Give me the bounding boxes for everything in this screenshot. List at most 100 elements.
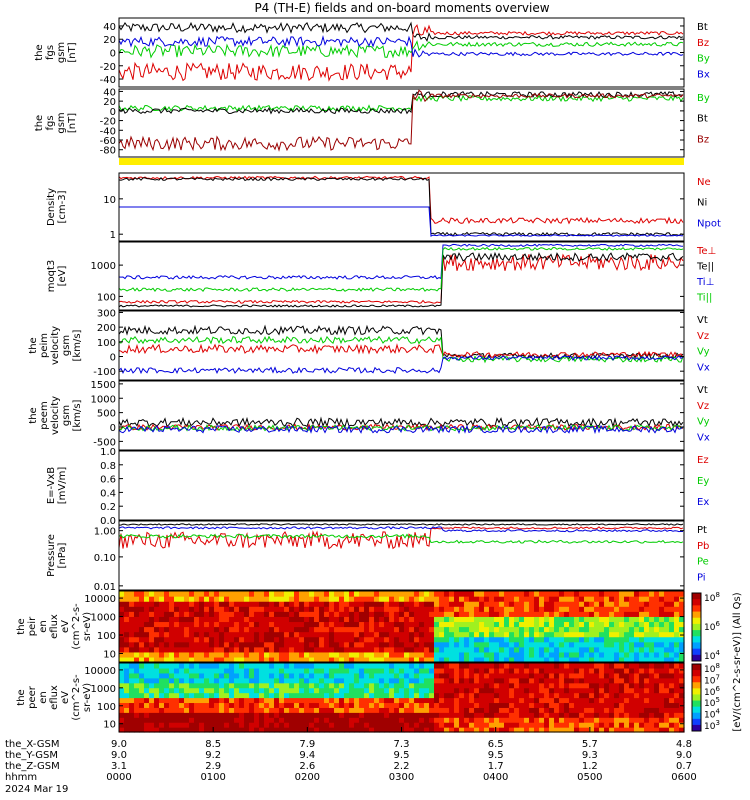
- spectrogram-cell: [244, 636, 250, 643]
- spectrogram-cell: [274, 646, 280, 653]
- spectrogram-cell: [129, 591, 135, 597]
- spectrogram-cell: [504, 646, 510, 653]
- spectrogram-cell: [259, 656, 265, 663]
- spectrogram-cell: [474, 626, 480, 633]
- spectrogram-cell: [429, 702, 435, 708]
- spectrogram-cell: [484, 727, 490, 733]
- spectrogram-cell: [424, 606, 430, 612]
- spectrogram-cell: [629, 616, 635, 623]
- spectrogram-cell: [269, 712, 275, 718]
- colorbar-tick-exponent: 5: [715, 696, 719, 704]
- spectrogram-cell: [619, 621, 625, 628]
- spectrogram-cell: [304, 636, 310, 643]
- spectrogram-cell: [634, 641, 640, 648]
- spectrogram-cell: [269, 636, 275, 643]
- spectrogram-cell: [674, 651, 680, 658]
- spectrogram-cell: [194, 626, 200, 633]
- spectrogram-cell: [454, 651, 460, 658]
- spectrogram-cell: [159, 621, 165, 628]
- spectrogram-cell: [624, 672, 630, 679]
- spectrogram-cell: [619, 596, 625, 602]
- spectrogram-cell: [469, 626, 475, 633]
- spectrogram-cell: [639, 636, 645, 643]
- spectrogram-cell: [429, 606, 435, 612]
- spectrogram-cell: [394, 667, 400, 674]
- series-line-Vx: [118, 424, 684, 435]
- spectrogram-cell: [124, 596, 130, 602]
- spectrogram-cell: [459, 641, 465, 648]
- spectrogram-cell: [239, 641, 245, 648]
- spectrogram-cell: [234, 631, 240, 638]
- spectrogram-cell: [579, 591, 585, 597]
- spectrogram-cell: [279, 636, 285, 643]
- spectrogram-cell: [229, 672, 235, 679]
- spectrogram-cell: [519, 606, 525, 612]
- spectrogram-cell: [149, 667, 155, 674]
- spectrogram-cell: [489, 591, 495, 597]
- spectrogram-cell: [634, 682, 640, 689]
- spectrogram-cell: [159, 601, 165, 607]
- spectrogram-cell: [259, 717, 265, 723]
- legend-Ni: Ni: [697, 198, 707, 209]
- spectrogram-cell: [214, 601, 220, 607]
- spectrogram-cell: [399, 707, 405, 713]
- spectrogram-cell: [609, 687, 615, 694]
- spectrogram-cell: [594, 596, 600, 602]
- ytick-label: 1: [110, 230, 116, 241]
- spectrogram-cell: [239, 672, 245, 679]
- spectrogram-cell: [614, 667, 620, 674]
- spectrogram-cell: [209, 611, 215, 617]
- spectrogram-cell: [164, 606, 170, 612]
- spectrogram-cell: [374, 611, 380, 617]
- spectrogram-cell: [594, 621, 600, 628]
- spectrogram-cell: [559, 606, 565, 612]
- spectrogram-cell: [254, 611, 260, 617]
- spectrogram-cell: [314, 667, 320, 674]
- spectrogram-cell: [394, 641, 400, 648]
- spectrogram-cell: [559, 702, 565, 708]
- spectrogram-cell: [244, 692, 250, 699]
- spectrogram-cell: [579, 692, 585, 699]
- spectrogram-cell: [359, 682, 365, 689]
- spectrogram-cell: [479, 636, 485, 643]
- spectrogram-cell: [509, 606, 515, 612]
- spectrogram-cell: [639, 722, 645, 728]
- spectrogram-cell: [144, 687, 150, 694]
- spectrogram-cell: [519, 616, 525, 623]
- spectrogram-cell: [494, 626, 500, 633]
- spectrogram-cell: [169, 677, 175, 684]
- spectrogram-cell: [504, 717, 510, 723]
- spectrogram-cell: [664, 591, 670, 597]
- spectrogram-cell: [589, 663, 595, 669]
- legend-Ex: Ex: [697, 497, 709, 508]
- spectrogram-cell: [379, 697, 385, 704]
- spectrogram-cell: [194, 682, 200, 689]
- spectrogram-cell: [509, 631, 515, 638]
- spectrogram-cell: [269, 656, 275, 663]
- series-line-Bz: [118, 89, 684, 152]
- spectrogram-cell: [334, 672, 340, 679]
- spectrogram-cell: [159, 672, 165, 679]
- spectrogram-cell: [129, 697, 135, 704]
- spectrogram-cell: [664, 611, 670, 617]
- spectrogram-cell: [154, 621, 160, 628]
- spectrogram-cell: [184, 596, 190, 602]
- spectrogram-cell: [644, 702, 650, 708]
- spectrogram-cell: [329, 692, 335, 699]
- spectrogram-cell: [189, 626, 195, 633]
- spectrogram-cell: [679, 712, 685, 718]
- spectrogram-cell: [439, 651, 445, 658]
- spectrogram-cell: [584, 606, 590, 612]
- legend-Vz: Vz: [697, 401, 709, 412]
- spectrogram-cell: [489, 616, 495, 623]
- spectrogram-cell: [189, 621, 195, 628]
- panel-frame: [118, 241, 685, 311]
- spectrogram-cell: [489, 692, 495, 699]
- spectrogram-cell: [574, 596, 580, 602]
- spectrogram-cell: [394, 663, 400, 669]
- spectrogram-cell: [659, 717, 665, 723]
- spectrogram-cell: [314, 656, 320, 663]
- spectrogram-cell: [624, 667, 630, 674]
- spectrogram-cell: [669, 697, 675, 704]
- colorbar-swatch: [692, 636, 701, 643]
